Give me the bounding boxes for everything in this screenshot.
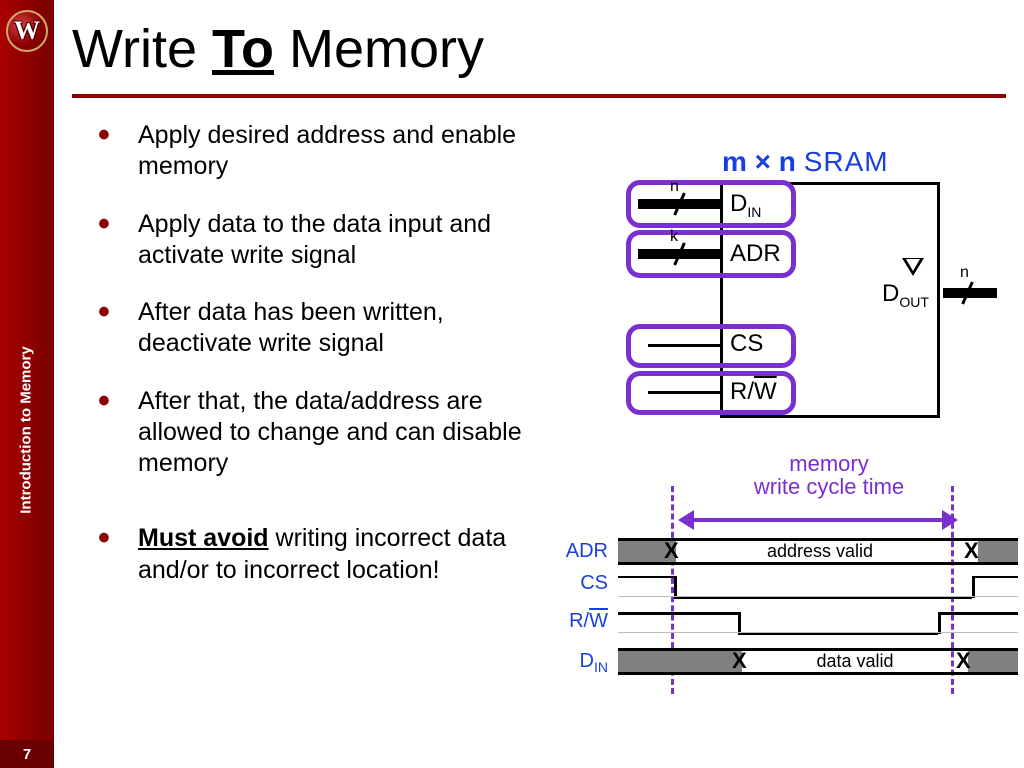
adr-bus-width: k [670, 228, 678, 246]
din-x-right: X [956, 648, 971, 674]
din-d: D [730, 190, 747, 217]
title-post: Memory [274, 19, 484, 79]
cycle-time-label: memory write cycle time [714, 452, 944, 498]
sidebar-course-title: Introduction to Memory [18, 346, 35, 514]
bullet-item: Apply data to the data input and activat… [98, 209, 538, 272]
adr-invalid-right [978, 538, 1018, 564]
data-valid-label: data valid [770, 651, 940, 672]
tdin-sub: IN [594, 659, 608, 675]
dout-d: D [882, 280, 899, 307]
bullet-emph: Must avoid [138, 524, 269, 552]
pin-din: DIN [730, 190, 761, 220]
address-valid-label: address valid [720, 541, 920, 562]
sram-word: SRAM [804, 146, 889, 177]
uw-logo-ring: W [6, 10, 48, 52]
timing-lbl-din: DIN [540, 650, 608, 675]
tdin-d: D [580, 650, 594, 672]
title-pre: Write [72, 19, 212, 79]
timing-lbl-rw: R/W [540, 610, 608, 633]
pin-dout: DOUT [882, 280, 929, 310]
content-area: Write To Memory Apply desired address an… [54, 0, 1024, 768]
cs-fall [674, 576, 677, 598]
din-invalid-left [618, 648, 742, 674]
cs-rise [972, 576, 975, 598]
cs-high2 [972, 576, 1018, 578]
sram-mn: m × n [722, 146, 796, 177]
adr-x-left: X [664, 538, 679, 564]
bullet-item: Apply desired address and enable memory [98, 120, 538, 183]
rw-high2 [938, 612, 1018, 615]
dout-bus-width: n [960, 264, 969, 282]
sram-diagram: m × n SRAM n DIN k ADR CS R/W [560, 140, 1006, 440]
sidebar: W Introduction to Memory 7 [0, 0, 54, 768]
pin-rw: R/W [730, 378, 777, 406]
uw-logo-letter: W [14, 16, 40, 46]
cycle-arrow [678, 510, 958, 530]
bullet-item: After that, the data/address are allowed… [98, 386, 538, 480]
cycle-l1: memory [789, 451, 868, 476]
cycle-l2: write cycle time [754, 474, 904, 499]
cs-line [648, 344, 720, 347]
trw-w: W [589, 610, 608, 632]
dout-buffer-inner [906, 259, 920, 271]
timing-diagram: memory write cycle time ADR X X address … [540, 452, 1024, 706]
title-rule [72, 94, 1006, 98]
cs-ref [618, 596, 1018, 597]
rw-fall [738, 612, 741, 634]
slide: W Introduction to Memory 7 Write To Memo… [0, 0, 1024, 768]
trw-r: R/ [569, 610, 589, 632]
cycle-dash-right [951, 486, 954, 694]
rw-rise [938, 612, 941, 634]
timing-lbl-cs: CS [540, 572, 608, 595]
din-sub: IN [747, 204, 761, 220]
slide-title: Write To Memory [72, 18, 484, 80]
arrow-right-icon [942, 510, 958, 530]
bullet-list: Apply desired address and enable memory … [98, 120, 538, 612]
pin-adr: ADR [730, 240, 781, 268]
timing-lbl-adr: ADR [540, 540, 608, 563]
rw-r: R/ [730, 378, 754, 405]
adr-x-right: X [964, 538, 979, 564]
pin-cs: CS [730, 330, 763, 358]
din-invalid-right [968, 648, 1018, 674]
bullet-item: After data has been written, deactivate … [98, 297, 538, 360]
rw-high1 [618, 612, 740, 615]
page-number: 7 [0, 740, 54, 768]
rw-ref [618, 632, 1018, 633]
rw-w: W [754, 378, 777, 405]
sram-title: m × n SRAM [722, 146, 889, 178]
dout-sub: OUT [899, 294, 929, 310]
arrow-shaft [690, 518, 946, 522]
cs-high1 [618, 576, 674, 578]
uw-logo: W [6, 10, 48, 52]
din-bus-width: n [670, 178, 679, 196]
title-emph: To [212, 19, 274, 79]
bullet-item-warning: Must avoid writing incorrect data and/or… [98, 523, 538, 586]
rw-line [648, 391, 720, 394]
din-x-left: X [732, 648, 747, 674]
